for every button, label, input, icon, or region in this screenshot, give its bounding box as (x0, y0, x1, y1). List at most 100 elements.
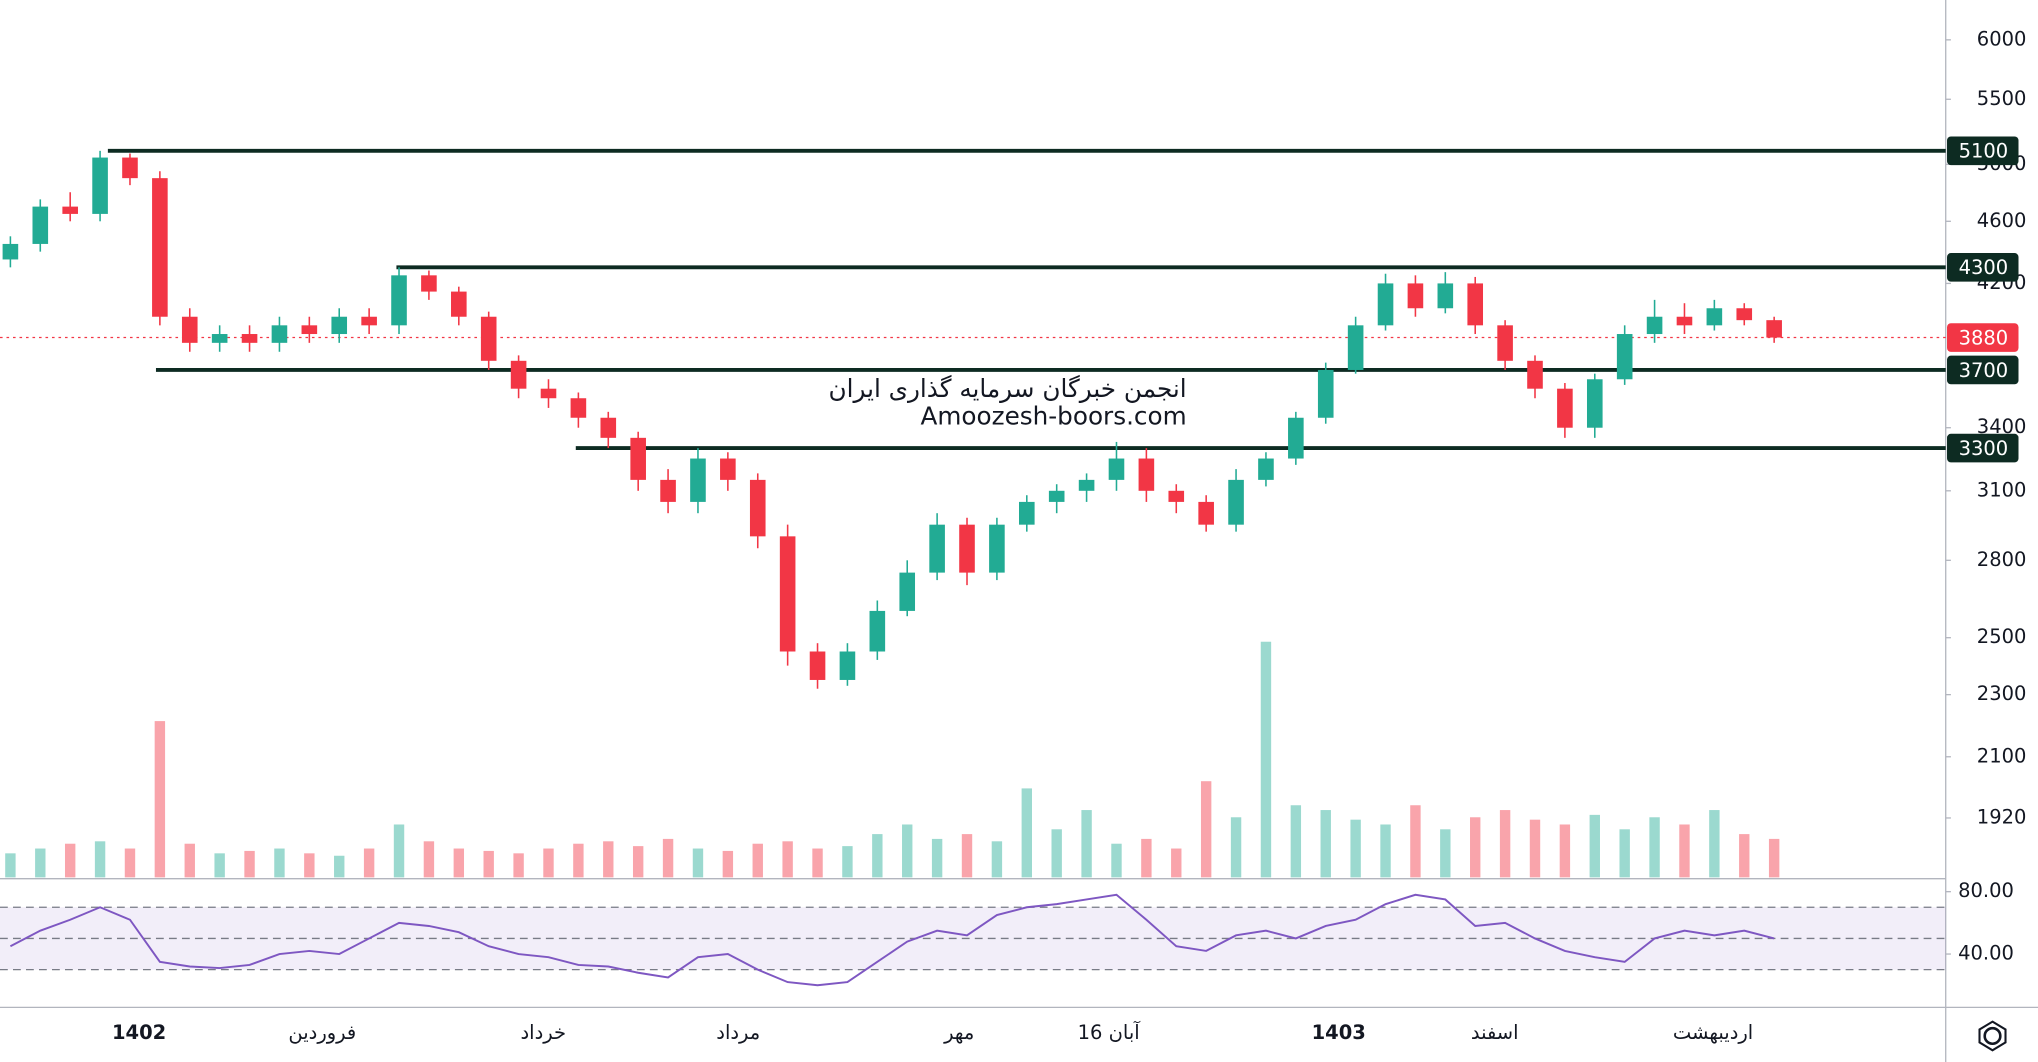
candle-body (301, 325, 318, 335)
volume-bar (782, 841, 793, 878)
candle-body (540, 388, 557, 399)
candle-body (1407, 283, 1424, 309)
x-tick-label: مهر (943, 1021, 974, 1044)
y-tick-label: 2500 (1977, 625, 2027, 648)
candle-body (1497, 325, 1513, 361)
volume-bar (363, 848, 375, 878)
volume-bar (991, 841, 1003, 878)
x-tick-label: مرداد (716, 1021, 760, 1044)
last-price-box (1947, 323, 2019, 352)
candle-body (1646, 316, 1663, 335)
volume-bar (1559, 824, 1571, 878)
watermark: انجمن خبرگان سرمایه گذاری ایران (828, 374, 1186, 403)
level-label: 5100 (1959, 140, 2009, 163)
candle-body (1317, 369, 1334, 418)
volume-bar (662, 838, 674, 878)
candle-body (720, 458, 736, 480)
y-tick-label: 3400 (1977, 415, 2027, 438)
candle-body (1616, 334, 1633, 380)
candle-body (869, 610, 886, 652)
candle-body (361, 316, 377, 326)
volume-bar (1768, 838, 1780, 878)
candle-body (690, 458, 706, 502)
y-tick-label: 2300 (1977, 682, 2027, 705)
volume-bar (722, 850, 734, 878)
candle-body (1377, 283, 1394, 326)
y-tick-label: 2800 (1977, 548, 2027, 571)
volume-bar (1350, 819, 1361, 878)
candle-body (1527, 360, 1543, 389)
candle-body (181, 316, 198, 343)
volume-bar (1470, 817, 1481, 878)
volume-bar (274, 848, 285, 878)
volume-bar (1200, 781, 1212, 878)
x-tick-label: اردیبهشت (1673, 1021, 1753, 1044)
candle-body (1168, 490, 1185, 502)
level-label-box (1947, 355, 2019, 385)
y-tick-label: 3100 (1977, 478, 2027, 501)
volume-bar (961, 834, 973, 878)
candle-body (480, 316, 497, 361)
volume-bar (513, 853, 524, 878)
volume-bar (423, 841, 435, 878)
volume-bar (1380, 824, 1391, 878)
candle-body (1078, 479, 1095, 491)
y-tick-label: 5500 (1977, 87, 2027, 110)
level-label-box (1947, 253, 2019, 282)
volume-bar (543, 848, 554, 878)
volume-bar (872, 834, 883, 878)
volume-bar (5, 853, 16, 878)
candle-body (1586, 379, 1603, 428)
volume-bar (453, 848, 465, 878)
volume-bar (1739, 834, 1750, 878)
candle-body (899, 572, 916, 611)
candle-body (62, 206, 78, 214)
volume-bar (1499, 810, 1511, 878)
volume-bar (752, 843, 763, 878)
level-label-box (1947, 136, 2019, 166)
candle-body (152, 178, 168, 317)
x-tick-label: 1403 (1312, 1021, 1366, 1044)
volume-bar (902, 824, 913, 878)
y-tick-label: 4600 (1977, 209, 2027, 232)
volume-bar (304, 853, 315, 878)
candle-body (92, 157, 108, 214)
last-price-label: 3880 (1959, 326, 2009, 349)
volume-bar (1529, 819, 1541, 878)
volume-bar (154, 721, 166, 878)
settings-icon[interactable] (1978, 1020, 2007, 1052)
y-tick-label: 2100 (1977, 744, 2027, 767)
candle-body (660, 479, 676, 502)
volume-bar (483, 850, 494, 878)
candle-body (1108, 458, 1125, 480)
level-label: 4300 (1959, 256, 2009, 279)
candle-body (122, 157, 138, 179)
candle-body (1347, 325, 1364, 370)
volume-bar (931, 838, 943, 878)
candle-body (1766, 320, 1782, 338)
level-label-box (1947, 433, 2019, 463)
x-tick-label: اسفند (1471, 1021, 1519, 1044)
candle-body (510, 360, 527, 389)
watermark: Amoozesh-boors.com (920, 401, 1186, 430)
volume-bar (124, 848, 136, 878)
volume-bar (632, 846, 644, 878)
volume-bar (842, 846, 853, 878)
candle-body (839, 651, 856, 680)
level-label: 3700 (1959, 359, 2009, 382)
volume-bar (35, 848, 46, 878)
volume-bar (214, 853, 225, 878)
candle-body (1258, 458, 1274, 480)
volume-bar (573, 843, 584, 878)
volume-bar (94, 841, 106, 878)
candle-body (989, 524, 1005, 573)
candle-body (1736, 308, 1753, 321)
candle-body (211, 334, 228, 343)
volume-bar (244, 850, 255, 878)
volume-bar (1440, 829, 1451, 878)
rsi-tick-label: 40.00 (1958, 942, 2014, 965)
candle-body (391, 275, 407, 326)
candle-body (600, 417, 617, 438)
rsi-line (9, 893, 1775, 987)
